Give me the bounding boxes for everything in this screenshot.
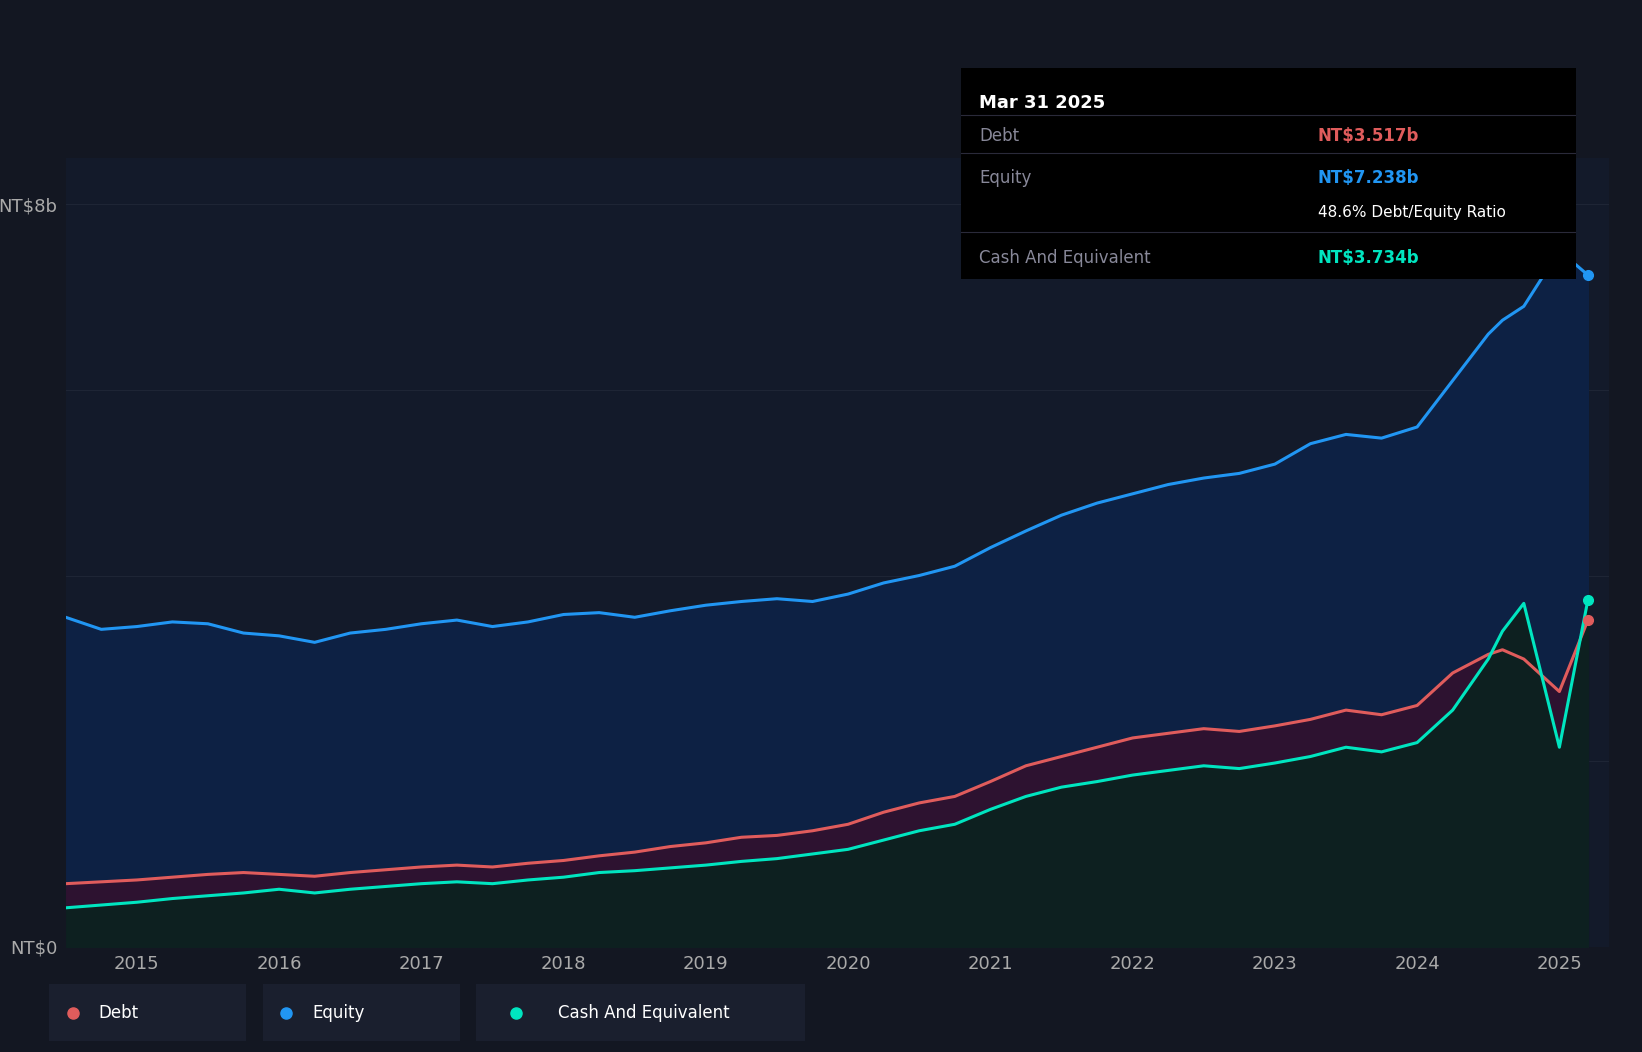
Text: NT$3.734b: NT$3.734b <box>1319 249 1419 267</box>
Text: Equity: Equity <box>979 169 1031 187</box>
Text: Cash And Equivalent: Cash And Equivalent <box>558 1004 731 1021</box>
Text: Mar 31 2025: Mar 31 2025 <box>979 94 1105 112</box>
Text: Debt: Debt <box>99 1004 138 1021</box>
Text: Debt: Debt <box>979 127 1020 145</box>
Text: 48.6% Debt/Equity Ratio: 48.6% Debt/Equity Ratio <box>1319 205 1506 220</box>
Text: Equity: Equity <box>312 1004 365 1021</box>
Text: Cash And Equivalent: Cash And Equivalent <box>979 249 1151 267</box>
Text: NT$3.517b: NT$3.517b <box>1319 127 1419 145</box>
Text: NT$7.238b: NT$7.238b <box>1319 169 1419 187</box>
